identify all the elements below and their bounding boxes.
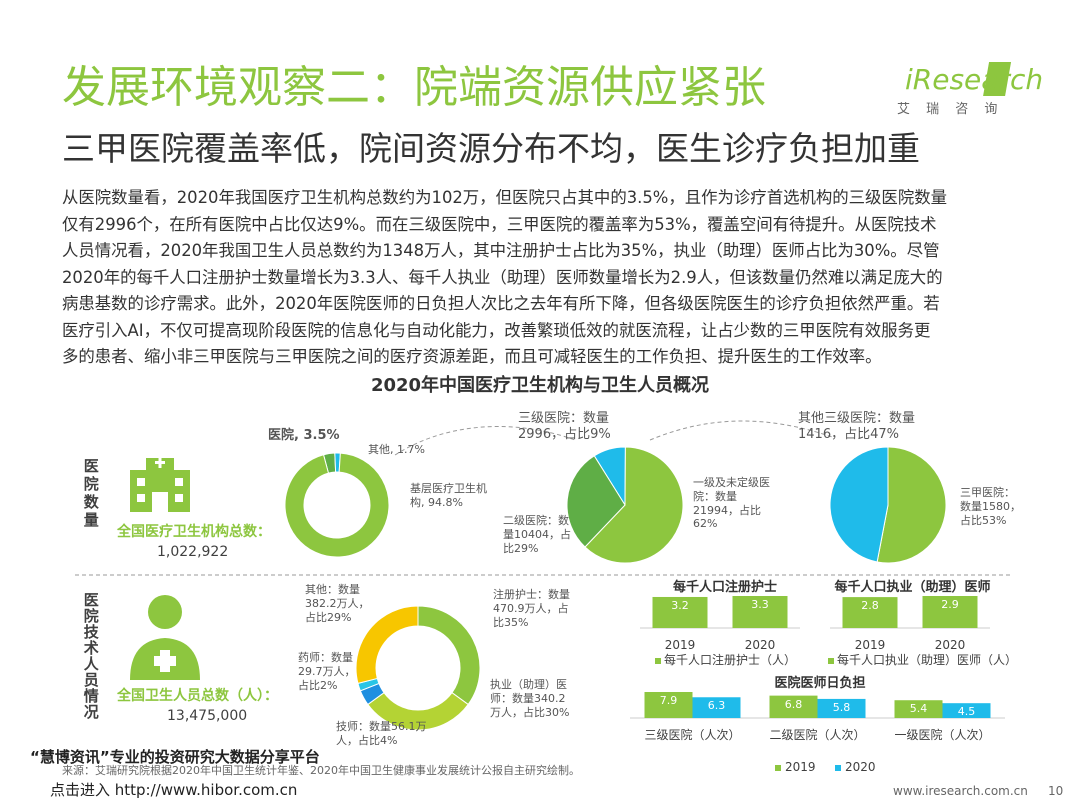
x-tick-label: 2019: [664, 638, 696, 652]
total-label: 全国医疗卫生机构总数：: [117, 524, 271, 540]
total-value: 13,475,000: [167, 708, 248, 724]
slice: [829, 446, 889, 563]
slice: [355, 605, 419, 685]
x-tick-label: 三级医院（人次）: [644, 728, 741, 742]
hospital-icon: [130, 458, 190, 512]
x-tick-label: 2019: [854, 638, 886, 652]
slice-label: 二级医院：数量10404，占比29%: [503, 514, 571, 555]
row-label: 医院数量: [81, 458, 100, 530]
connector: [394, 425, 576, 456]
slice: [584, 446, 684, 564]
bar: [922, 596, 978, 628]
watermark: “慧博资讯”专业的投资研究大数据分享平台: [30, 748, 320, 766]
slice: [284, 452, 390, 558]
bar-value-label: 3.3: [751, 598, 769, 611]
x-tick-label: 一级医院（人次）: [894, 728, 991, 742]
slice-label: 药师：数量29.7万人，占比2%: [298, 651, 356, 692]
slice-label: 注册护士：数量470.9万人，占比35%: [493, 588, 570, 629]
bar-value-label: 2.8: [861, 599, 879, 613]
bar-title: 每千人口注册护士: [672, 580, 777, 595]
legend-swatch: [835, 765, 841, 771]
body-line: 多的患者、缩小非三甲医院与三甲医院之间的医疗资源差距，而且可减轻医生的工作负担、…: [62, 347, 882, 366]
x-tick-label: 2020: [934, 638, 966, 652]
slice-label: 三级医院：数量2996，占比9%: [518, 411, 611, 443]
bar: [769, 695, 818, 718]
body-line: 从医院数量看，2020年我国医疗卫生机构总数约为102万，但医院只占其中的3.5…: [62, 188, 947, 207]
slice-label: 执业（助理）医师：数量340.2万人，占比30%: [490, 678, 570, 719]
bar: [644, 692, 693, 718]
slice-label: 其他：数量382.2万人，占比29%: [305, 583, 370, 624]
website: www.iresearch.com.cn: [893, 784, 1028, 798]
bar: [652, 596, 708, 628]
legend-swatch: [655, 658, 661, 664]
slice: [417, 605, 481, 706]
legend-swatch: [828, 658, 834, 664]
slice-label: 技师：数量56.1万人，占比4%: [336, 720, 427, 747]
x-tick-label: 二级医院（人次）: [769, 728, 866, 742]
bar: [894, 700, 943, 718]
legend-label: 2020: [845, 760, 876, 774]
logo: iResearch: [905, 63, 1044, 96]
legend-swatch: [775, 765, 781, 771]
doctor-icon: [130, 595, 200, 680]
bar: [817, 698, 866, 718]
bar-title: 每千人口执业（助理）医师: [834, 580, 991, 595]
slice-label: 三甲医院：数量1580，占比53%: [960, 486, 1021, 527]
bar: [942, 703, 991, 718]
section-title: 2020年中国医疗卫生机构与卫生人员概况: [370, 375, 710, 396]
connector: [649, 420, 836, 441]
body-line: 人员情况看，2020年我国卫生人员总数约为1348万人，其中注册护士占比为35%…: [62, 241, 940, 260]
bar-value-label: 6.8: [784, 697, 803, 711]
source: 来源：艾瑞研究院根据2020年中国卫生统计年鉴、2020年中国卫生健康事业发展统…: [62, 764, 580, 777]
total-value: 1,022,922: [157, 544, 229, 560]
bar-value-label: 6.3: [707, 699, 726, 713]
bar-title: 医院医师日负担: [774, 676, 866, 691]
bar: [692, 697, 741, 718]
legend-label: 每千人口执业（助理）医师（人）: [837, 653, 1018, 667]
body-line: 病患基数的诊疗需求。此外，2020年医院医师的日负担人次比之去年有所下降，但各级…: [62, 294, 940, 313]
logo-cn: 艾 瑞 咨 询: [897, 102, 1004, 117]
slice: [566, 455, 626, 548]
bar-value-label: 5.4: [909, 702, 928, 716]
body-line: 2020年的每千人口注册护士数量增长为3.3人、每千人执业（助理）医师数量增长为…: [62, 267, 943, 287]
title: 发展环境观察二：院端资源供应紧张: [62, 62, 766, 113]
legend-label: 2019: [785, 760, 816, 774]
body-line: 仅有2996个，在所有医院中占比仅达9%。而在三级医院中，三甲医院的覆盖率为53…: [62, 214, 937, 234]
bar-value-label: 3.2: [671, 598, 689, 612]
bar: [732, 596, 788, 628]
bar-value-label: 2.9: [941, 598, 959, 611]
slice-label: 其他, 1.7%: [368, 443, 425, 456]
bar-value-label: 5.8: [832, 700, 851, 714]
watermark: 点击进入 http://www.hibor.com.cn: [50, 781, 298, 799]
slice-label: 基层医疗卫生机构, 94.8%: [410, 482, 487, 509]
subtitle: 三甲医院覆盖率低，院间资源分布不均，医生诊疗负担加重: [62, 129, 920, 168]
bar-value-label: 4.5: [957, 705, 976, 719]
slice-label: 医院, 3.5%: [268, 428, 340, 443]
slice: [876, 446, 947, 564]
bar: [842, 597, 898, 628]
body-line: 医疗引入AI，不仅可提高现阶段医院的信息化与自动化能力，改善繁琐低效的就医流程，…: [62, 320, 931, 340]
logo-mark: [983, 62, 1012, 96]
row-label: 医院技术人员情况: [81, 592, 100, 720]
slice-label: 一级及未定级医院：数量21994，占比62%: [693, 476, 770, 531]
slice-label: 其他三级医院：数量1416，占比47%: [798, 411, 916, 443]
bar-value-label: 7.9: [659, 694, 678, 707]
page-number: 10: [1048, 784, 1064, 798]
x-tick-label: 2020: [744, 638, 776, 652]
legend-label: 每千人口注册护士（人）: [664, 653, 797, 667]
total-label: 全国卫生人员总数（人）：: [117, 688, 278, 704]
